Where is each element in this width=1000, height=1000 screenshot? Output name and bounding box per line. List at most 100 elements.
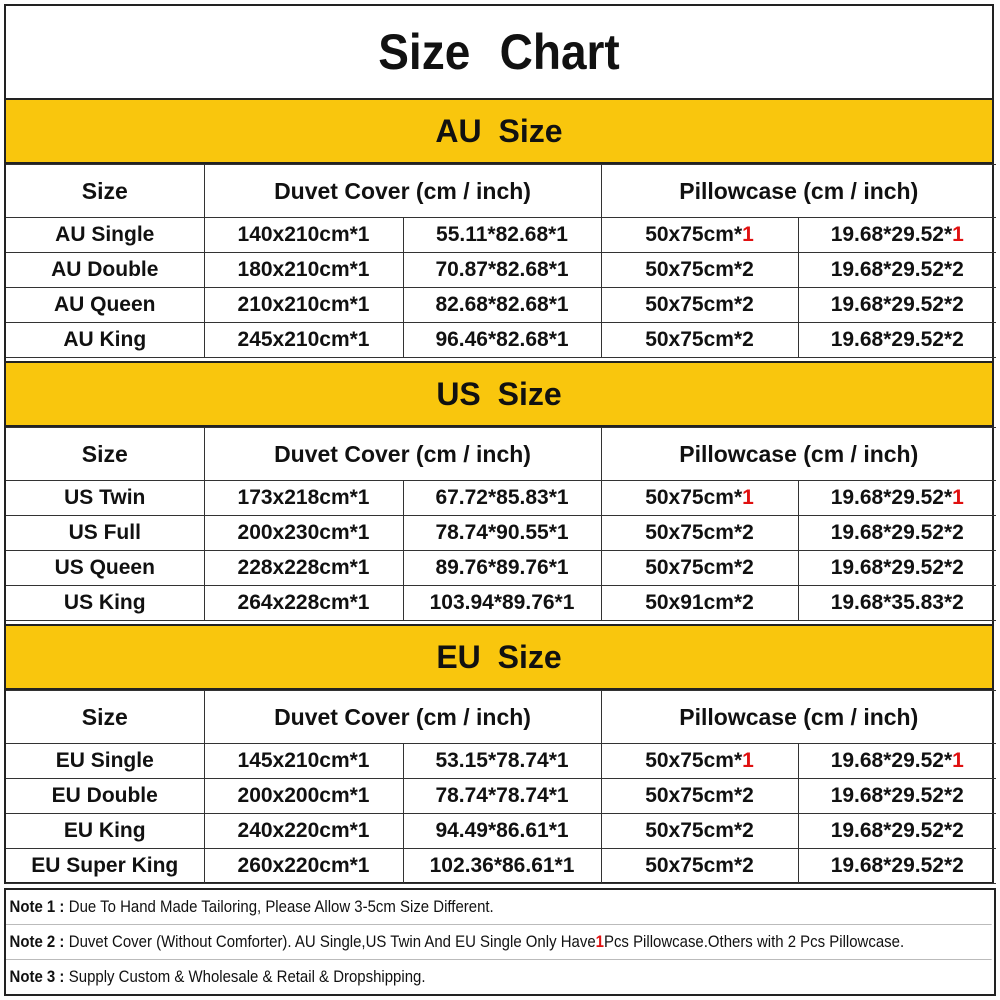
duvet-inch: 102.36*86.61*1 (402, 848, 602, 884)
duvet-inch: 67.72*85.83*1 (402, 480, 602, 516)
value: 19.68*29.52* (830, 223, 953, 246)
duvet-inch: 82.68*82.68*1 (402, 287, 602, 323)
pillowcase-cm: 50x75cm*2 (600, 550, 799, 586)
duvet-inch: 96.46*82.68*1 (402, 322, 602, 358)
value: 19.68*29.52*2 (830, 521, 964, 544)
header-size: Size (6, 690, 205, 744)
table-row: AU Double 180x210cm*1 70.87*82.68*1 50x75cm… (6, 252, 997, 288)
size-name: AU Double (6, 252, 205, 288)
pillowcase-inch: 19.68*29.52*2 (797, 322, 997, 358)
size-name: US King (6, 585, 205, 621)
size-table: Size Duvet Cover (cm / inch) Pillowcase (c… (6, 690, 997, 884)
chart-title: Size Chart (378, 24, 620, 80)
table-row: EU Super King 260x220cm*1 102.36*86.61*1 50… (6, 848, 997, 884)
duvet-cm: 245x210cm*1 (203, 322, 404, 358)
table-row: EU Double 200x200cm*1 78.74*78.74*1 50x75cm… (6, 778, 997, 814)
note-2: Note 2 : Duvet Cover (Without Comforter).… (6, 925, 992, 960)
value: 19.68*35.83*2 (830, 591, 964, 614)
size-name: EU Single (6, 743, 205, 779)
header-row: Size Duvet Cover (cm / inch) Pillowcase (c… (6, 690, 997, 744)
value: 19.68*29.52*2 (830, 819, 964, 842)
section-heading: EU Size (6, 624, 992, 690)
pillowcase-inch: 19.68*29.52*2 (797, 778, 997, 814)
size-name: US Twin (6, 480, 205, 516)
value: 50x75cm*2 (645, 819, 754, 842)
table-row: EU King 240x220cm*1 94.49*86.61*1 50x75cm*2… (6, 813, 997, 849)
size-name: EU Double (6, 778, 205, 814)
duvet-cm: 240x220cm*1 (203, 813, 404, 849)
duvet-inch: 103.94*89.76*1 (402, 585, 602, 621)
note-label: Note 2 : (9, 932, 65, 951)
duvet-inch: 53.15*78.74*1 (402, 743, 602, 779)
size-section: AU Size Size Duvet Cover (cm / inch) Pillow… (6, 98, 997, 358)
pillowcase-cm: 50x75cm*2 (600, 813, 799, 849)
value: 19.68*29.52*2 (830, 258, 964, 281)
pillowcase-cm: 50x75cm*1 (600, 480, 799, 516)
value: 50x75cm* (645, 223, 743, 246)
duvet-cm: 210x210cm*1 (203, 287, 404, 323)
count-highlight: 1 (952, 486, 964, 509)
header-size: Size (6, 164, 205, 218)
duvet-cm: 173x218cm*1 (203, 480, 404, 516)
note-label: Note 3 : (9, 967, 65, 986)
pillowcase-inch: 19.68*29.52*2 (797, 813, 997, 849)
header-duvet: Duvet Cover (cm / inch) (203, 690, 602, 744)
note-1: Note 1 : Due To Hand Made Tailoring, Plea… (6, 890, 992, 925)
value: 19.68*29.52*2 (830, 784, 964, 807)
pillowcase-cm: 50x75cm*2 (600, 778, 799, 814)
table-row: US Twin 173x218cm*1 67.72*85.83*1 50x75cm*1… (6, 480, 997, 516)
notes: Note 1 : Due To Hand Made Tailoring, Plea… (4, 888, 996, 996)
header-row: Size Duvet Cover (cm / inch) Pillowcase (c… (6, 164, 997, 218)
pillowcase-inch: 19.68*29.52*2 (797, 252, 997, 288)
pillowcase-inch: 19.68*29.52*2 (797, 287, 997, 323)
value: 19.68*29.52*2 (830, 854, 964, 877)
value: 50x75cm*2 (645, 556, 754, 579)
size-section: EU Size Size Duvet Cover (cm / inch) Pillow… (6, 624, 997, 884)
pillowcase-inch: 19.68*29.52*2 (797, 848, 997, 884)
table-row: US Queen 228x228cm*1 89.76*89.76*1 50x75cm*… (6, 550, 997, 586)
duvet-cm: 200x200cm*1 (203, 778, 404, 814)
section-heading: US Size (6, 361, 992, 427)
duvet-inch: 89.76*89.76*1 (402, 550, 602, 586)
size-name: US Full (6, 515, 205, 551)
note-3: Note 3 : Supply Custom & Wholesale & Reta… (6, 960, 992, 994)
value: 19.68*29.52*2 (830, 293, 964, 316)
pillowcase-cm: 50x75cm*2 (600, 848, 799, 884)
size-name: EU Super King (6, 848, 205, 884)
duvet-cm: 180x210cm*1 (203, 252, 404, 288)
value: 19.68*29.52*2 (830, 556, 964, 579)
note-text: Duvet Cover (Without Comforter). AU Sing… (68, 932, 596, 951)
pillowcase-cm: 50x75cm*2 (600, 287, 799, 323)
duvet-inch: 78.74*78.74*1 (402, 778, 602, 814)
value: 19.68*29.52* (830, 749, 953, 772)
size-name: AU King (6, 322, 205, 358)
pillowcase-inch: 19.68*29.52*1 (797, 480, 997, 516)
value: 50x75cm*2 (645, 328, 754, 351)
duvet-inch: 94.49*86.61*1 (402, 813, 602, 849)
header-duvet: Duvet Cover (cm / inch) (203, 164, 602, 218)
duvet-inch: 78.74*90.55*1 (402, 515, 602, 551)
duvet-cm: 140x210cm*1 (203, 217, 404, 253)
pillowcase-inch: 19.68*29.52*2 (797, 515, 997, 551)
duvet-cm: 260x220cm*1 (203, 848, 404, 884)
value: 50x91cm*2 (645, 591, 754, 614)
note-text: Pcs Pillowcase.Others with 2 Pcs Pillowc… (603, 932, 905, 951)
value: 50x75cm* (645, 749, 743, 772)
table-row: US Full 200x230cm*1 78.74*90.55*1 50x75cm*2… (6, 515, 997, 551)
header-size: Size (6, 427, 205, 481)
duvet-cm: 228x228cm*1 (203, 550, 404, 586)
duvet-cm: 145x210cm*1 (203, 743, 404, 779)
size-name: AU Single (6, 217, 205, 253)
note-text: Supply Custom & Wholesale & Retail & Dro… (68, 967, 426, 986)
size-section: US Size Size Duvet Cover (cm / inch) Pillow… (6, 361, 997, 621)
count-highlight: 1 (952, 223, 964, 246)
count-highlight: 1 (742, 223, 754, 246)
duvet-cm: 264x228cm*1 (203, 585, 404, 621)
pillowcase-inch: 19.68*29.52*1 (797, 217, 997, 253)
value: 50x75cm*2 (645, 521, 754, 544)
table-row: AU Queen 210x210cm*1 82.68*82.68*1 50x75cm*… (6, 287, 997, 323)
pillowcase-cm: 50x75cm*2 (600, 252, 799, 288)
table-row: US King 264x228cm*1 103.94*89.76*1 50x91cm*… (6, 585, 997, 621)
pillowcase-cm: 50x75cm*2 (600, 515, 799, 551)
note-label: Note 1 : (9, 897, 65, 916)
